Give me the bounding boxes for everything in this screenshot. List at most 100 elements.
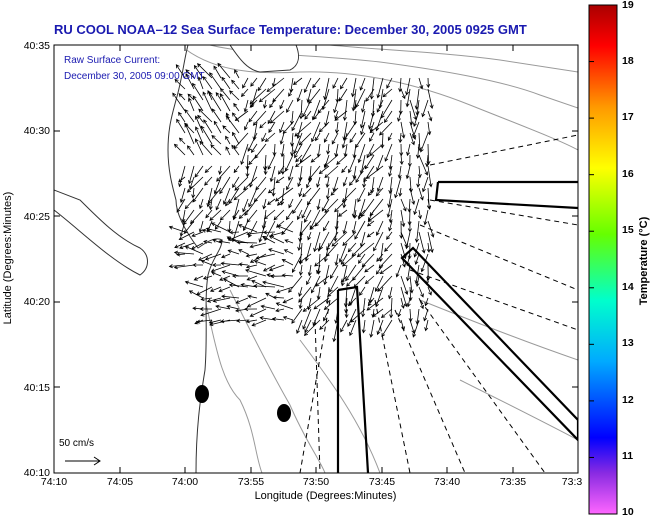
current-vector: [295, 154, 312, 168]
current-vector: [316, 143, 321, 158]
current-vector: [203, 119, 213, 134]
current-vector: [363, 165, 375, 183]
y-tick-label: 40:30: [23, 125, 50, 137]
current-vector: [279, 132, 285, 145]
current-vector: [400, 253, 406, 268]
current-vector: [336, 154, 348, 165]
current-vector: [235, 297, 249, 304]
current-vector: [362, 176, 367, 189]
current-vector: [261, 236, 276, 244]
current-vector: [353, 209, 358, 219]
y-axis-label: Latitude (Degrees:Minutes): [2, 191, 14, 325]
current-vector: [179, 242, 195, 250]
range-line: [429, 134, 578, 166]
current-vector: [427, 220, 435, 238]
current-vector: [359, 77, 366, 91]
current-vector: [246, 231, 267, 236]
current-vector: [332, 176, 339, 193]
current-vector: [178, 231, 195, 240]
current-vector: [255, 253, 276, 260]
current-vector: [299, 99, 304, 120]
current-vector: [262, 264, 276, 272]
current-vector: [253, 284, 276, 289]
current-vector: [246, 209, 258, 223]
current-vector: [400, 198, 407, 212]
colorbar-tick-label: 16: [622, 168, 634, 180]
current-vector: [327, 286, 339, 297]
current-vector: [413, 198, 420, 216]
current-vector: [329, 264, 339, 279]
current-vector: [375, 286, 384, 308]
current-vector: [294, 143, 303, 159]
current-vector: [407, 220, 412, 233]
x-tick-label: 73:50: [302, 476, 330, 488]
current-vector: [364, 275, 375, 285]
current-vector: [373, 231, 384, 252]
current-vector: [355, 132, 366, 149]
current-vector: [293, 132, 303, 155]
current-vector: [351, 220, 357, 235]
current-vector: [418, 77, 424, 90]
current-vector: [261, 209, 267, 230]
current-vector: [273, 209, 285, 221]
current-vector: [367, 209, 384, 223]
current-vector: [407, 198, 412, 213]
current-vector: [369, 77, 375, 100]
current-vector: [205, 209, 213, 219]
current-vector: [334, 143, 339, 158]
current-vector: [418, 231, 426, 254]
current-vector: [184, 245, 204, 255]
current-vector: [352, 165, 357, 180]
current-vector: [267, 187, 276, 194]
current-vector: [297, 176, 303, 188]
current-vector: [228, 283, 249, 288]
current-vector: [376, 176, 384, 193]
current-vector: [388, 286, 393, 300]
current-vector: [209, 286, 222, 292]
current-vector: [376, 77, 384, 99]
current-vector: [407, 209, 412, 226]
current-vector: [334, 209, 339, 231]
current-vector: [400, 209, 406, 228]
current-vector: [275, 176, 285, 184]
current-vector: [194, 138, 204, 156]
current-vector: [192, 82, 204, 101]
current-vector: [255, 176, 267, 191]
colorbar-tick-label: 14: [622, 281, 634, 293]
current-vector: [386, 231, 393, 240]
current-vector: [232, 131, 240, 145]
current-vector: [280, 154, 285, 175]
current-vector: [361, 319, 366, 334]
current-vector: [304, 242, 312, 262]
current-vector: [330, 187, 339, 196]
current-vector: [176, 118, 186, 134]
current-vector: [405, 264, 411, 282]
current-vector: [369, 132, 375, 142]
current-vector: [194, 115, 204, 134]
current-vector: [368, 110, 375, 130]
current-vector: [366, 220, 375, 227]
colorbar-tick-label: 19: [622, 0, 634, 11]
current-vector: [423, 209, 429, 226]
current-vector: [240, 143, 249, 165]
current-vector: [348, 176, 357, 186]
current-vector: [280, 143, 285, 158]
current-vector: [272, 88, 285, 103]
current-vector: [244, 268, 267, 277]
current-vector: [375, 264, 384, 275]
current-vector: [242, 220, 249, 232]
current-vector: [340, 275, 348, 283]
current-vector: [185, 69, 195, 79]
current-vector: [382, 88, 393, 98]
current-vector: [232, 209, 240, 220]
current-vector: [415, 275, 420, 288]
current-vector: [209, 72, 222, 90]
current-vector: [292, 198, 303, 215]
current-vector: [310, 154, 321, 163]
current-vector: [296, 209, 303, 221]
current-vector: [281, 259, 294, 266]
current-vector: [353, 110, 358, 126]
current-vector: [346, 275, 357, 287]
current-vector: [347, 242, 357, 253]
current-vector: [263, 209, 276, 220]
